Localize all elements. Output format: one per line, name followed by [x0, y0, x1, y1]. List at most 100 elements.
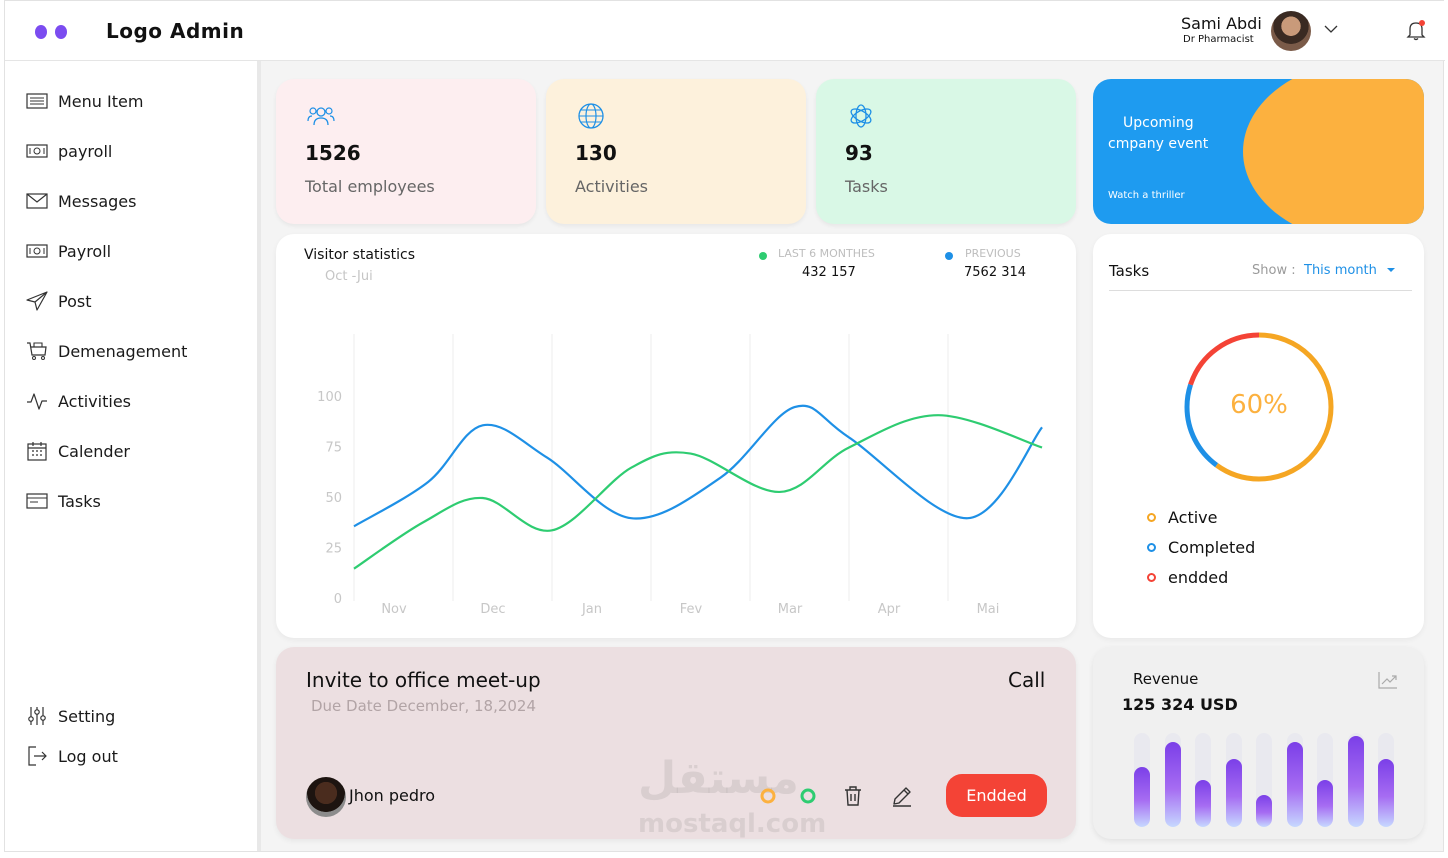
- mail-icon: [26, 193, 48, 209]
- trend-chart-icon: [1378, 672, 1397, 689]
- money-icon: [26, 244, 48, 258]
- edit-pencil-icon[interactable]: [891, 785, 913, 807]
- person-avatar: [306, 777, 346, 817]
- legend-label: endded: [1168, 568, 1229, 587]
- calendar-icon: [27, 442, 47, 461]
- cart-icon: [27, 342, 47, 360]
- stat-value: 130: [575, 141, 617, 165]
- stat-card-tasks[interactable]: 93 Tasks: [816, 79, 1076, 224]
- sidebar-item-label: Setting: [58, 706, 116, 726]
- legend-dot: [1147, 573, 1156, 582]
- revenue-bar: [1195, 780, 1211, 827]
- legend-current-label: LAST 6 MONTHES: [778, 247, 875, 260]
- stat-card-employees[interactable]: 1526 Total employees: [276, 79, 536, 224]
- sidebar-item-messages[interactable]: Messages: [26, 188, 136, 214]
- stat-value: 1526: [305, 141, 361, 165]
- legend-current-value: 432 157: [802, 265, 856, 280]
- stat-label: Total employees: [305, 177, 435, 196]
- sliders-icon: [28, 707, 46, 725]
- x-tick-label: Mar: [778, 602, 803, 617]
- sidebar-item-activities[interactable]: Activities: [26, 388, 131, 414]
- sidebar-item-label: Menu Item: [58, 91, 144, 111]
- event-card[interactable]: Upcoming cmpany event Watch a thriller: [1093, 79, 1424, 224]
- sidebar-item-menu-item[interactable]: Menu Item: [26, 88, 143, 114]
- legend-label: Active: [1168, 508, 1218, 527]
- sidebar-item-logout[interactable]: Log out: [26, 743, 118, 769]
- revenue-bar: [1134, 766, 1150, 827]
- caret-down-icon: [1387, 268, 1396, 272]
- activity-icon: [27, 393, 47, 410]
- event-link[interactable]: Watch a thriller: [1108, 190, 1185, 201]
- event-decoration: [1243, 79, 1424, 224]
- visitor-statistics-card: Visitor statistics Oct -Jui LAST 6 MONTH…: [276, 234, 1076, 638]
- chevron-down-icon[interactable]: [1323, 21, 1339, 37]
- user-avatar[interactable]: [1271, 11, 1311, 51]
- y-tick-label: 100: [317, 390, 342, 405]
- stat-value: 93: [845, 141, 873, 165]
- legend-dot-current: [759, 252, 767, 260]
- logo-dot-icon: [35, 25, 47, 39]
- sidebar: Menu Item payroll Messages Payroll Post …: [5, 61, 261, 851]
- period-select-value: This month: [1304, 263, 1377, 278]
- legend-previous-value: 7562 314: [964, 265, 1027, 280]
- tasks-donut-chart: [1184, 332, 1334, 482]
- sidebar-item-label: Post: [58, 291, 92, 311]
- sidebar-item-calender[interactable]: Calender: [26, 438, 130, 464]
- sidebar-item-payroll[interactable]: payroll: [26, 138, 112, 164]
- sidebar-item-label: Activities: [58, 391, 131, 411]
- revenue-bar-track: [1256, 733, 1272, 827]
- sidebar-item-label: Tasks: [58, 491, 101, 511]
- revenue-bar-track: [1317, 733, 1333, 827]
- menu-list-icon: [26, 93, 48, 109]
- trash-icon[interactable]: [843, 785, 863, 807]
- revenue-bar-track: [1286, 733, 1303, 827]
- stat-card-activities[interactable]: 130 Activities: [546, 79, 806, 224]
- user-role: Dr Pharmacist: [1183, 34, 1254, 45]
- ended-status-button[interactable]: Endded: [946, 774, 1047, 817]
- event-title-line2: cmpany event: [1108, 136, 1209, 152]
- tasks-title: Tasks: [1109, 262, 1150, 280]
- visitor-period: Oct -Jui: [325, 269, 373, 284]
- sidebar-item-post[interactable]: Post: [26, 288, 91, 314]
- revenue-bar-track: [1378, 733, 1394, 827]
- revenue-bar: [1164, 742, 1181, 827]
- globe-icon: [578, 103, 604, 129]
- meetup-call[interactable]: Call: [1008, 668, 1046, 692]
- tasks-card: Tasks Show : This month 60% Active Comple…: [1093, 234, 1424, 638]
- donut-segment-completed: [1184, 332, 1334, 482]
- sidebar-item-setting[interactable]: Setting: [26, 703, 115, 729]
- revenue-bar: [1317, 780, 1333, 827]
- app-window: Logo Admin Sami Abdi Dr Pharmacist Menu …: [4, 0, 1445, 852]
- visitor-title: Visitor statistics: [304, 247, 416, 263]
- series-line-0: [353, 404, 1043, 528]
- sidebar-item-tasks[interactable]: Tasks: [26, 488, 101, 514]
- x-tick-label: Apr: [878, 602, 901, 617]
- revenue-bar: [1225, 759, 1242, 827]
- tasks-icon: [26, 493, 48, 509]
- sidebar-item-demenagement[interactable]: Demenagement: [26, 338, 187, 364]
- y-tick-label: 75: [325, 441, 342, 456]
- legend-label: Completed: [1168, 538, 1256, 557]
- legend-item: endded: [1147, 568, 1228, 587]
- revenue-value: 125 324 USD: [1122, 695, 1238, 714]
- legend-item: Completed: [1147, 538, 1255, 557]
- tasks-divider: [1109, 290, 1412, 291]
- top-bar: Logo Admin Sami Abdi Dr Pharmacist: [5, 1, 1445, 61]
- revenue-bar: [1378, 759, 1394, 827]
- person-name: Jhon pedro: [349, 786, 436, 805]
- series-line-1: [353, 414, 1043, 570]
- sidebar-item-label: Calender: [58, 441, 130, 461]
- legend-item: Active: [1147, 508, 1218, 527]
- status-ring-green-icon: [800, 788, 816, 804]
- revenue-card: Revenue 125 324 USD: [1093, 647, 1424, 839]
- bell-icon[interactable]: [1405, 19, 1427, 41]
- event-title: Upcoming: [1123, 115, 1194, 131]
- y-tick-label: 25: [325, 542, 342, 557]
- sidebar-item-payroll-2[interactable]: Payroll: [26, 238, 111, 264]
- period-select[interactable]: This month: [1304, 263, 1396, 278]
- watermark-latin: mostaql.com: [638, 809, 827, 839]
- legend-dot: [1147, 513, 1156, 522]
- revenue-bar-track: [1225, 733, 1242, 827]
- show-label: Show :: [1252, 263, 1296, 278]
- openai-icon: [850, 104, 872, 128]
